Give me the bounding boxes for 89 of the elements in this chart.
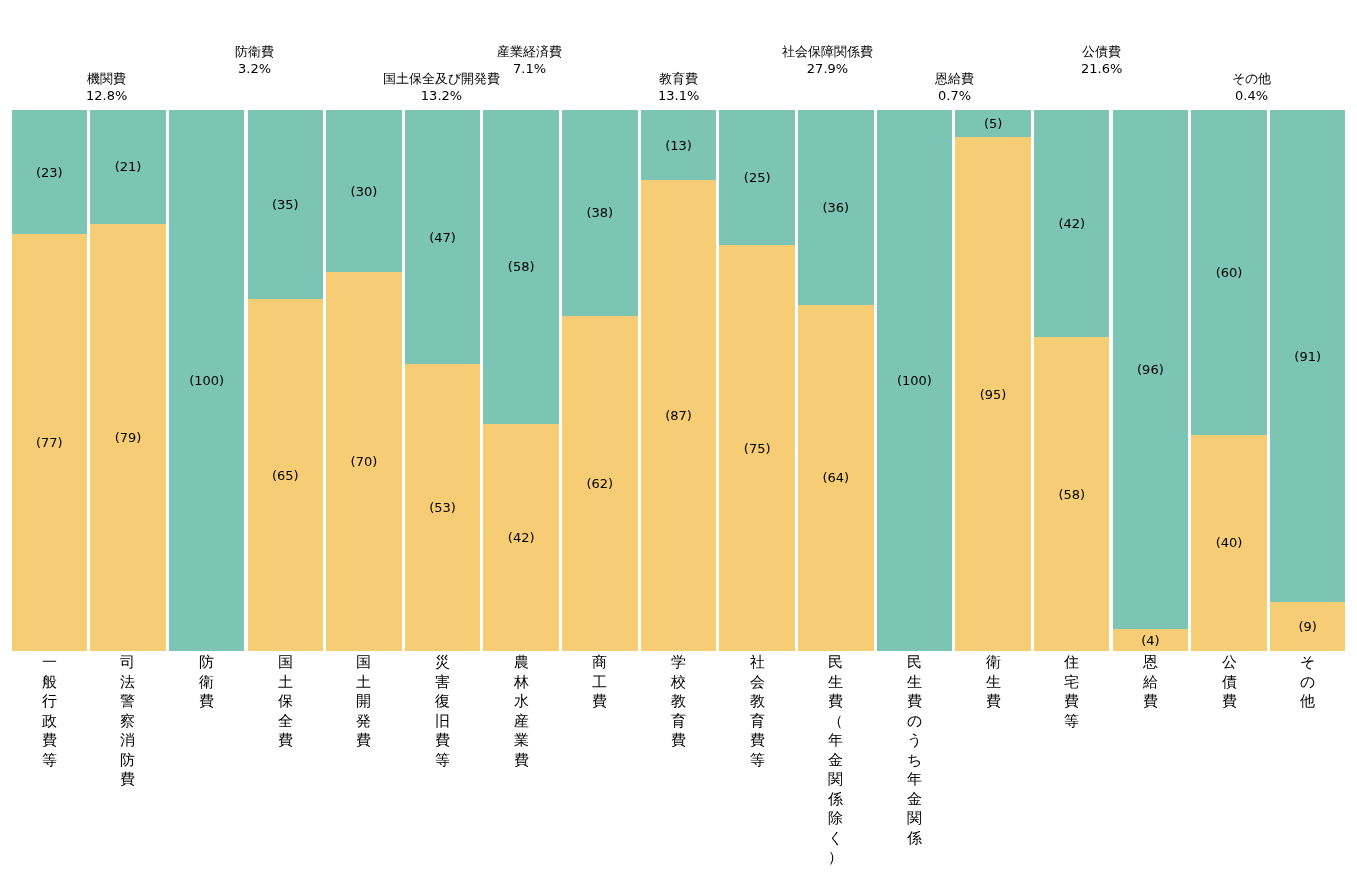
data-label: (100) (896, 373, 932, 388)
bar (11, 110, 88, 235)
bar (562, 315, 638, 651)
bar (955, 110, 1031, 138)
bar (1112, 629, 1189, 651)
bar (719, 110, 795, 246)
category-label: 民生費のうち年金関係 (906, 653, 922, 847)
data-label: (9) (1298, 619, 1317, 635)
bar (1269, 602, 1346, 651)
x-tick-label: 司法警察消防費 (120, 653, 136, 788)
data-label: (60) (1215, 264, 1243, 280)
data-label: (25) (743, 170, 771, 186)
data-label: (21) (114, 159, 142, 175)
data-label: (23) (35, 164, 63, 180)
data-label: (13) (665, 137, 692, 153)
data-label: (53) (429, 500, 456, 516)
bar (483, 423, 559, 651)
bar (483, 110, 559, 424)
bar (90, 223, 166, 651)
data-label: (42) (507, 529, 535, 545)
x-tick-label: 国土保全費 (277, 653, 293, 749)
x-tick-label: 国土開発費 (356, 653, 372, 749)
bar (326, 110, 402, 273)
x-tick-label: 災害復旧費等 (435, 653, 451, 769)
bar (404, 110, 481, 365)
data-label: (62) (586, 475, 614, 491)
text: 社会保障関係費 27.9% (782, 44, 873, 76)
bar (1033, 337, 1110, 651)
x-tick-label: 公債費 (1221, 653, 1237, 710)
data-label: (47) (429, 229, 456, 245)
text: 恩給費 0.7% (934, 71, 974, 103)
x-tick-label: 社会教育費等 (749, 653, 765, 769)
text: 公債費 21.6% (1081, 44, 1123, 76)
x-tick-label: 一般行政費等 (41, 653, 57, 769)
text: その他 0.4% (1232, 71, 1271, 103)
category-label: 民生費（年金関係除く） (828, 653, 844, 866)
bar (640, 110, 717, 181)
text: 機関費 12.8% (86, 71, 128, 103)
data-label: (87) (665, 408, 692, 424)
x-tick-label: 学校教育費 (670, 653, 686, 749)
bar (719, 245, 795, 651)
text: 国土保全及び開発費 13.2% (383, 71, 500, 103)
bar (798, 110, 874, 305)
bar (1269, 110, 1346, 603)
bar (640, 180, 717, 651)
data-label: (64) (822, 470, 850, 486)
bar (404, 364, 481, 651)
data-label: (79) (114, 429, 142, 445)
data-label: (35) (271, 197, 299, 213)
x-tick-label: 商工費 (592, 653, 608, 710)
data-label: (100) (189, 373, 225, 388)
data-label: (91) (1294, 348, 1322, 364)
data-label: (75) (743, 440, 771, 456)
data-label: (38) (586, 205, 614, 221)
bar (798, 304, 874, 651)
bar (1191, 434, 1267, 651)
data-label: (70) (350, 454, 378, 470)
x-tick-label: 衛生費 (985, 653, 1001, 710)
bar (1033, 110, 1110, 338)
data-label: (65) (271, 467, 299, 483)
data-label: (40) (1215, 535, 1243, 551)
bar (562, 110, 638, 316)
data-label: (5) (983, 116, 1003, 132)
text: 教育費 13.1% (658, 71, 700, 103)
data-label: (42) (1058, 216, 1086, 232)
data-label: (4) (1141, 632, 1160, 648)
x-tick-label: その他 (1300, 653, 1316, 710)
text: 防衛費 3.2% (235, 44, 274, 76)
bar (876, 110, 953, 651)
data-label: (30) (350, 183, 378, 199)
bar (247, 110, 324, 300)
data-label: (95) (979, 386, 1007, 402)
data-label: (36) (822, 199, 850, 215)
bar (955, 137, 1031, 651)
data-label: (96) (1137, 362, 1164, 378)
bar (168, 110, 245, 651)
bar (326, 272, 402, 651)
bar (247, 299, 324, 651)
data-label: (58) (507, 259, 535, 275)
x-tick-label: 防衛費 (199, 653, 215, 710)
bar (90, 110, 166, 224)
bar (11, 234, 88, 651)
x-tick-label: 恩給費 (1141, 653, 1158, 710)
bar (1191, 110, 1267, 435)
data-label: (58) (1058, 486, 1086, 502)
bar (1112, 110, 1189, 630)
x-tick-label: 農林水産業費 (512, 653, 529, 769)
x-tick-label: 住宅費等 (1063, 653, 1080, 730)
data-label: (77) (35, 435, 63, 451)
